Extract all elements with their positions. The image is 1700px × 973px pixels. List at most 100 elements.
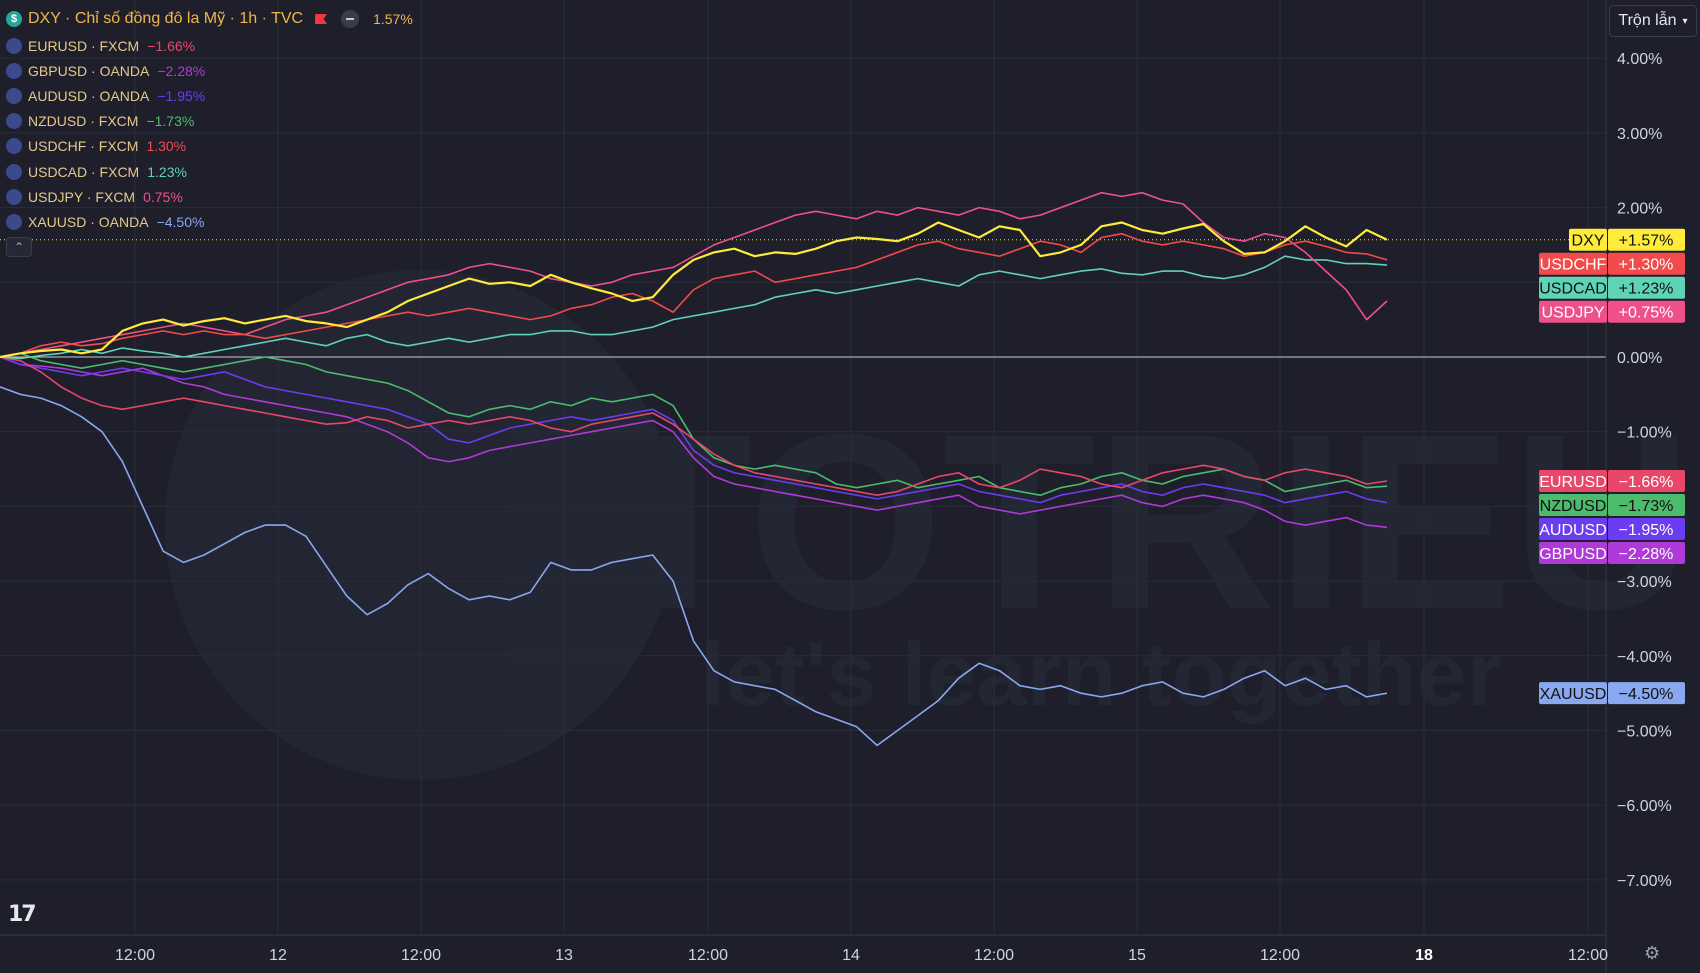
legend-value: −2.28% <box>157 62 206 79</box>
tag-name: USDJPY <box>1541 305 1604 322</box>
legend-item[interactable]: USDCHF · FXCM 1.30% <box>6 134 413 159</box>
tag-value: +1.57% <box>1619 233 1674 250</box>
gear-icon[interactable]: ⚙ <box>1644 943 1661 963</box>
legend-item[interactable]: USDCAD · FXCM 1.23% <box>6 159 413 184</box>
mix-dropdown[interactable]: Trộn lẫn ▾ <box>1609 5 1697 37</box>
legend-item[interactable]: NZDUSD · FXCM −1.73% <box>6 109 413 134</box>
tag-usdjpy: USDJPY +0.75% <box>1539 300 1685 323</box>
tag-name-box <box>1539 494 1607 517</box>
y-tick-label: 2.00% <box>1617 201 1662 218</box>
y-tick-label: 0.00% <box>1617 350 1662 367</box>
tag-value-box <box>1608 542 1685 565</box>
tag-value-box <box>1608 276 1685 299</box>
legend-value: −1.95% <box>157 87 206 104</box>
watermark-logo <box>165 270 675 780</box>
tag-eurusd: EURUSD −1.66% <box>1539 470 1685 493</box>
tag-name-box <box>1539 470 1607 493</box>
x-tick-label: 12 <box>269 947 287 964</box>
currency-flag-icon <box>6 163 22 180</box>
tag-value: −2.28% <box>1619 546 1674 563</box>
tag-name-box <box>1569 228 1607 251</box>
y-tick-label: −5.00% <box>1617 724 1672 741</box>
tag-value-box <box>1608 300 1685 323</box>
tag-nzdusd: NZDUSD −1.73% <box>1539 494 1685 517</box>
tag-value-box <box>1608 228 1685 251</box>
legend-value: −1.66% <box>147 37 196 54</box>
grid <box>0 0 1606 935</box>
series-line-gbpusd <box>0 356 1388 529</box>
tag-gbpusd: GBPUSD −2.28% <box>1539 542 1685 565</box>
legend-item[interactable]: GBPUSD · OANDA −2.28% <box>6 58 413 83</box>
tag-name-box <box>1539 276 1607 299</box>
series-line-eurusd <box>0 356 1388 497</box>
currency-flag-icon <box>6 37 22 54</box>
tag-dxy: DXY +1.57% <box>1569 228 1685 251</box>
x-tick-label: 12:00 <box>1260 947 1300 964</box>
x-tick-label: 12:00 <box>1568 947 1608 964</box>
x-tick-label: 12:00 <box>115 947 155 964</box>
tag-name: USDCAD <box>1539 281 1607 298</box>
currency-flag-icon <box>6 138 22 155</box>
watermark-text: TOTRIEU <box>600 382 1693 661</box>
series-line-usdcad <box>0 255 1388 360</box>
tag-value: +0.75% <box>1619 305 1674 322</box>
mix-label: Trộn lẫn <box>1618 12 1677 29</box>
main-symbol-label: DXY · Chỉ số đồng đô la Mỹ · 1h · TVC <box>28 10 304 27</box>
legend-symbol: USDCHF · FXCM <box>28 138 139 155</box>
flag-icon[interactable] <box>315 14 328 24</box>
tag-value-box <box>1608 518 1685 541</box>
legend-symbol: USDCAD · FXCM <box>28 163 140 180</box>
tradingview-logo[interactable]: 17 <box>8 902 37 927</box>
legend-symbol: XAUUSD · OANDA <box>28 213 149 230</box>
tag-value: −1.66% <box>1619 474 1674 491</box>
series-tags: DXY +1.57% USDCHF +1.30% USDCAD +1.23% USDJPY +… <box>1539 228 1685 705</box>
dollar-icon: $ <box>6 11 22 27</box>
x-tick-label: 14 <box>842 947 860 964</box>
y-tick-label: −1.00% <box>1617 425 1672 442</box>
currency-flag-icon <box>6 188 22 205</box>
legend-symbol: GBPUSD · OANDA <box>28 62 150 79</box>
tag-audusd: AUDUSD −1.95% <box>1539 518 1685 541</box>
minus-icon[interactable] <box>341 10 360 28</box>
x-tick-label: 18 <box>1415 947 1433 964</box>
chevron-down-icon: ▾ <box>1682 15 1688 27</box>
tag-usdcad: USDCAD +1.23% <box>1539 276 1685 299</box>
tag-value-box <box>1608 682 1685 705</box>
tag-name-box <box>1539 682 1607 705</box>
legend-item[interactable]: AUDUSD · OANDA −1.95% <box>6 83 413 108</box>
legend-value: 1.23% <box>147 163 187 180</box>
y-tick-label: −7.00% <box>1617 873 1672 890</box>
legend-value: −1.73% <box>146 113 195 130</box>
x-tick-label: 13 <box>555 947 573 964</box>
legend-value: 0.75% <box>143 188 183 205</box>
tag-name: XAUUSD <box>1540 686 1607 703</box>
tag-name: AUDUSD <box>1539 522 1607 539</box>
legend-item[interactable]: USDJPY · FXCM 0.75% <box>6 184 413 209</box>
tag-value-box <box>1608 470 1685 493</box>
series-line-xauusd <box>0 386 1388 747</box>
tag-usdchf: USDCHF +1.30% <box>1539 252 1685 275</box>
watermark-tagline: let's learn together <box>700 625 1502 725</box>
legend-symbol: AUDUSD · OANDA <box>28 87 150 104</box>
collapse-legend-button[interactable]: ⌃ <box>6 236 32 257</box>
x-tick-label: 12:00 <box>688 947 728 964</box>
legend-main-row[interactable]: $ DXY · Chỉ số đồng đô la Mỹ · 1h · TVC … <box>6 8 413 30</box>
tag-xauusd: XAUUSD −4.50% <box>1539 682 1685 705</box>
tag-value: −1.73% <box>1619 498 1674 515</box>
currency-flag-icon <box>6 62 22 79</box>
y-tick-label: −6.00% <box>1617 798 1672 815</box>
x-tick-label: 15 <box>1128 947 1146 964</box>
x-axis: 12:00 12 12:00 13 12:00 14 12:00 15 12:00 18 12:00 <box>115 947 1608 964</box>
legend-value: 1.30% <box>146 138 187 155</box>
tag-value: +1.23% <box>1619 281 1674 298</box>
legend-item[interactable]: EURUSD · FXCM −1.66% <box>6 33 413 58</box>
x-tick-label: 12:00 <box>974 947 1014 964</box>
legend-value: −4.50% <box>156 213 205 230</box>
tag-value-box <box>1608 494 1685 517</box>
tag-value: −4.50% <box>1619 686 1674 703</box>
legend-item[interactable]: XAUUSD · OANDA −4.50% <box>6 209 413 234</box>
y-tick-label: −4.00% <box>1617 649 1672 666</box>
series-lines <box>0 191 1388 747</box>
